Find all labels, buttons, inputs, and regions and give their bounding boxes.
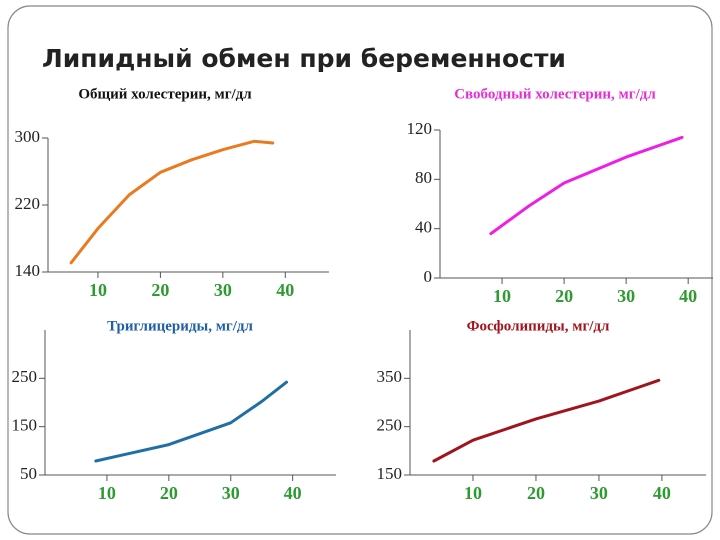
x-tick-label: 30 bbox=[222, 483, 240, 503]
x-tick-label: 30 bbox=[617, 286, 635, 306]
x-tick-label: 40 bbox=[653, 483, 671, 503]
data-line bbox=[94, 380, 288, 463]
chart-title: Триглицериды, мг/дл bbox=[107, 318, 253, 334]
y-tick-label: 50 bbox=[20, 464, 37, 483]
data-line bbox=[69, 139, 275, 265]
x-tick-label: 40 bbox=[276, 280, 294, 300]
y-tick-label: 40 bbox=[415, 218, 432, 237]
y-tick-label: 300 bbox=[15, 127, 41, 146]
x-tick-label: 10 bbox=[89, 280, 107, 300]
x-tick-label: 10 bbox=[98, 483, 116, 503]
x-tick-label: 20 bbox=[151, 280, 169, 300]
y-tick-label: 140 bbox=[15, 261, 41, 280]
slide-title: Липидный обмен при беременности bbox=[42, 44, 566, 73]
y-tick-label: 80 bbox=[415, 168, 432, 187]
data-line bbox=[489, 135, 684, 236]
y-tick-label: 0 bbox=[424, 267, 433, 286]
y-tick-label: 350 bbox=[377, 367, 403, 386]
chart-title: Общий холестерин, мг/дл bbox=[78, 86, 252, 102]
x-tick-label: 40 bbox=[679, 286, 697, 306]
y-tick-label: 150 bbox=[377, 464, 403, 483]
x-tick-label: 20 bbox=[527, 483, 545, 503]
x-tick-label: 10 bbox=[464, 483, 482, 503]
x-tick-label: 40 bbox=[284, 483, 302, 503]
y-tick-label: 220 bbox=[15, 194, 41, 213]
y-tick-label: 250 bbox=[377, 416, 403, 435]
x-tick-label: 30 bbox=[590, 483, 608, 503]
chart-title: Свободный холестерин, мг/дл bbox=[454, 86, 656, 102]
y-tick-label: 120 bbox=[407, 119, 433, 138]
data-line bbox=[432, 378, 661, 463]
slide-border bbox=[7, 5, 713, 535]
chart-title: Фосфолипиды, мг/дл bbox=[467, 318, 610, 334]
x-tick-label: 30 bbox=[214, 280, 232, 300]
y-tick-label: 150 bbox=[12, 416, 38, 435]
x-tick-label: 10 bbox=[493, 286, 511, 306]
x-tick-label: 20 bbox=[555, 286, 573, 306]
y-tick-label: 250 bbox=[12, 367, 38, 386]
x-tick-label: 20 bbox=[160, 483, 178, 503]
